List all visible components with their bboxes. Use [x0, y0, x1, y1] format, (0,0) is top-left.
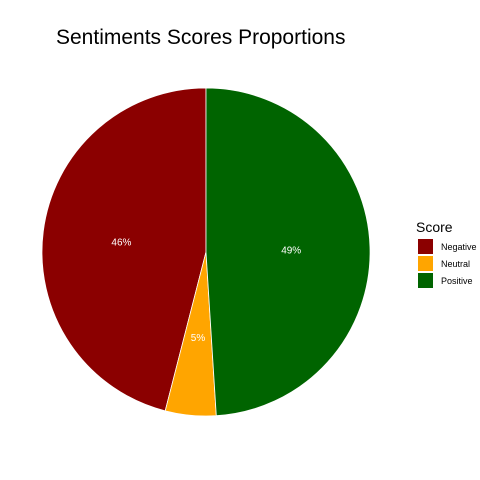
legend-swatch-neutral: [418, 256, 433, 271]
legend-swatch-negative: [418, 239, 433, 254]
legend-label-neutral: Neutral: [441, 259, 470, 269]
slice-label-positive: 49%: [281, 245, 301, 256]
pie-slices: [41, 87, 371, 417]
legend-label-positive: Positive: [441, 276, 473, 286]
legend-swatch-positive: [418, 273, 433, 288]
chart-title: Sentiments Scores Proportions: [56, 26, 345, 49]
pie-slice-positive: [205, 87, 371, 417]
legend-title: Score: [416, 219, 453, 235]
slice-label-negative: 46%: [111, 237, 131, 248]
legend: Score Negative Neutral Positive: [416, 219, 477, 288]
pie-slice-negative: [41, 87, 207, 412]
slice-label-neutral: 5%: [191, 333, 206, 344]
pie-slice-labels: 46% 5% 49%: [111, 237, 301, 344]
legend-items: Negative Neutral Positive: [418, 239, 477, 288]
legend-label-negative: Negative: [441, 242, 477, 252]
